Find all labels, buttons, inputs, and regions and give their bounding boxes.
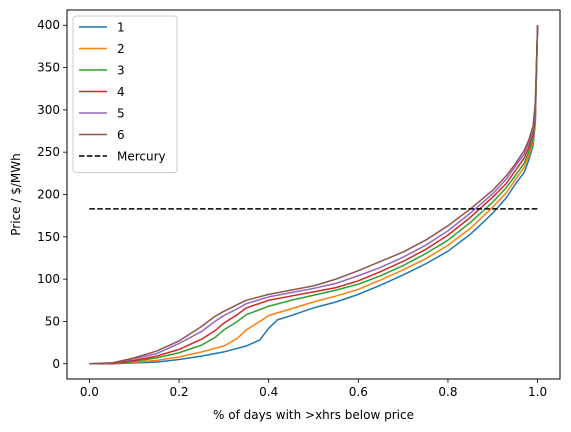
y-axis: 0 50 100 150 200 250 300 350 400	[37, 18, 67, 371]
x-tick-label: 0.8	[438, 385, 457, 399]
x-tick-label: 0.4	[259, 385, 278, 399]
legend-label: 2	[117, 42, 125, 56]
legend: 1 2 3 4 5 6 Mercury	[72, 15, 178, 173]
plot-area	[89, 25, 539, 365]
y-tick-label: 50	[45, 314, 60, 328]
y-tick-label: 300	[37, 103, 60, 117]
y-tick-label: 250	[37, 145, 60, 159]
legend-label: 1	[117, 21, 125, 35]
y-tick-label: 350	[37, 61, 60, 75]
series-line-6	[89, 25, 539, 365]
series-line-2	[89, 25, 539, 365]
legend-label: 5	[117, 107, 125, 121]
y-tick-label: 150	[37, 230, 60, 244]
y-tick-label: 100	[37, 272, 60, 286]
x-tick-label: 0.6	[349, 385, 368, 399]
legend-label: 6	[117, 128, 125, 142]
series-line-4	[89, 25, 539, 365]
x-tick-label: 1.0	[528, 385, 547, 399]
series-line-1	[89, 25, 539, 365]
legend-label: 3	[117, 64, 125, 78]
x-axis: 0.0 0.2 0.4 0.6 0.8 1.0	[80, 379, 547, 399]
y-axis-label: Price / $/MWh	[9, 153, 23, 235]
y-tick-label: 200	[37, 188, 60, 202]
y-tick-label: 0	[52, 357, 60, 371]
legend-label: Mercury	[117, 150, 166, 164]
y-tick-label: 400	[37, 18, 60, 32]
x-tick-label: 0.0	[80, 385, 99, 399]
series-line-3	[89, 25, 539, 365]
x-tick-label: 0.2	[169, 385, 188, 399]
x-axis-label: % of days with >xhrs below price	[213, 408, 414, 422]
legend-box	[72, 15, 178, 173]
legend-label: 4	[117, 85, 125, 99]
series-line-5	[89, 25, 539, 365]
